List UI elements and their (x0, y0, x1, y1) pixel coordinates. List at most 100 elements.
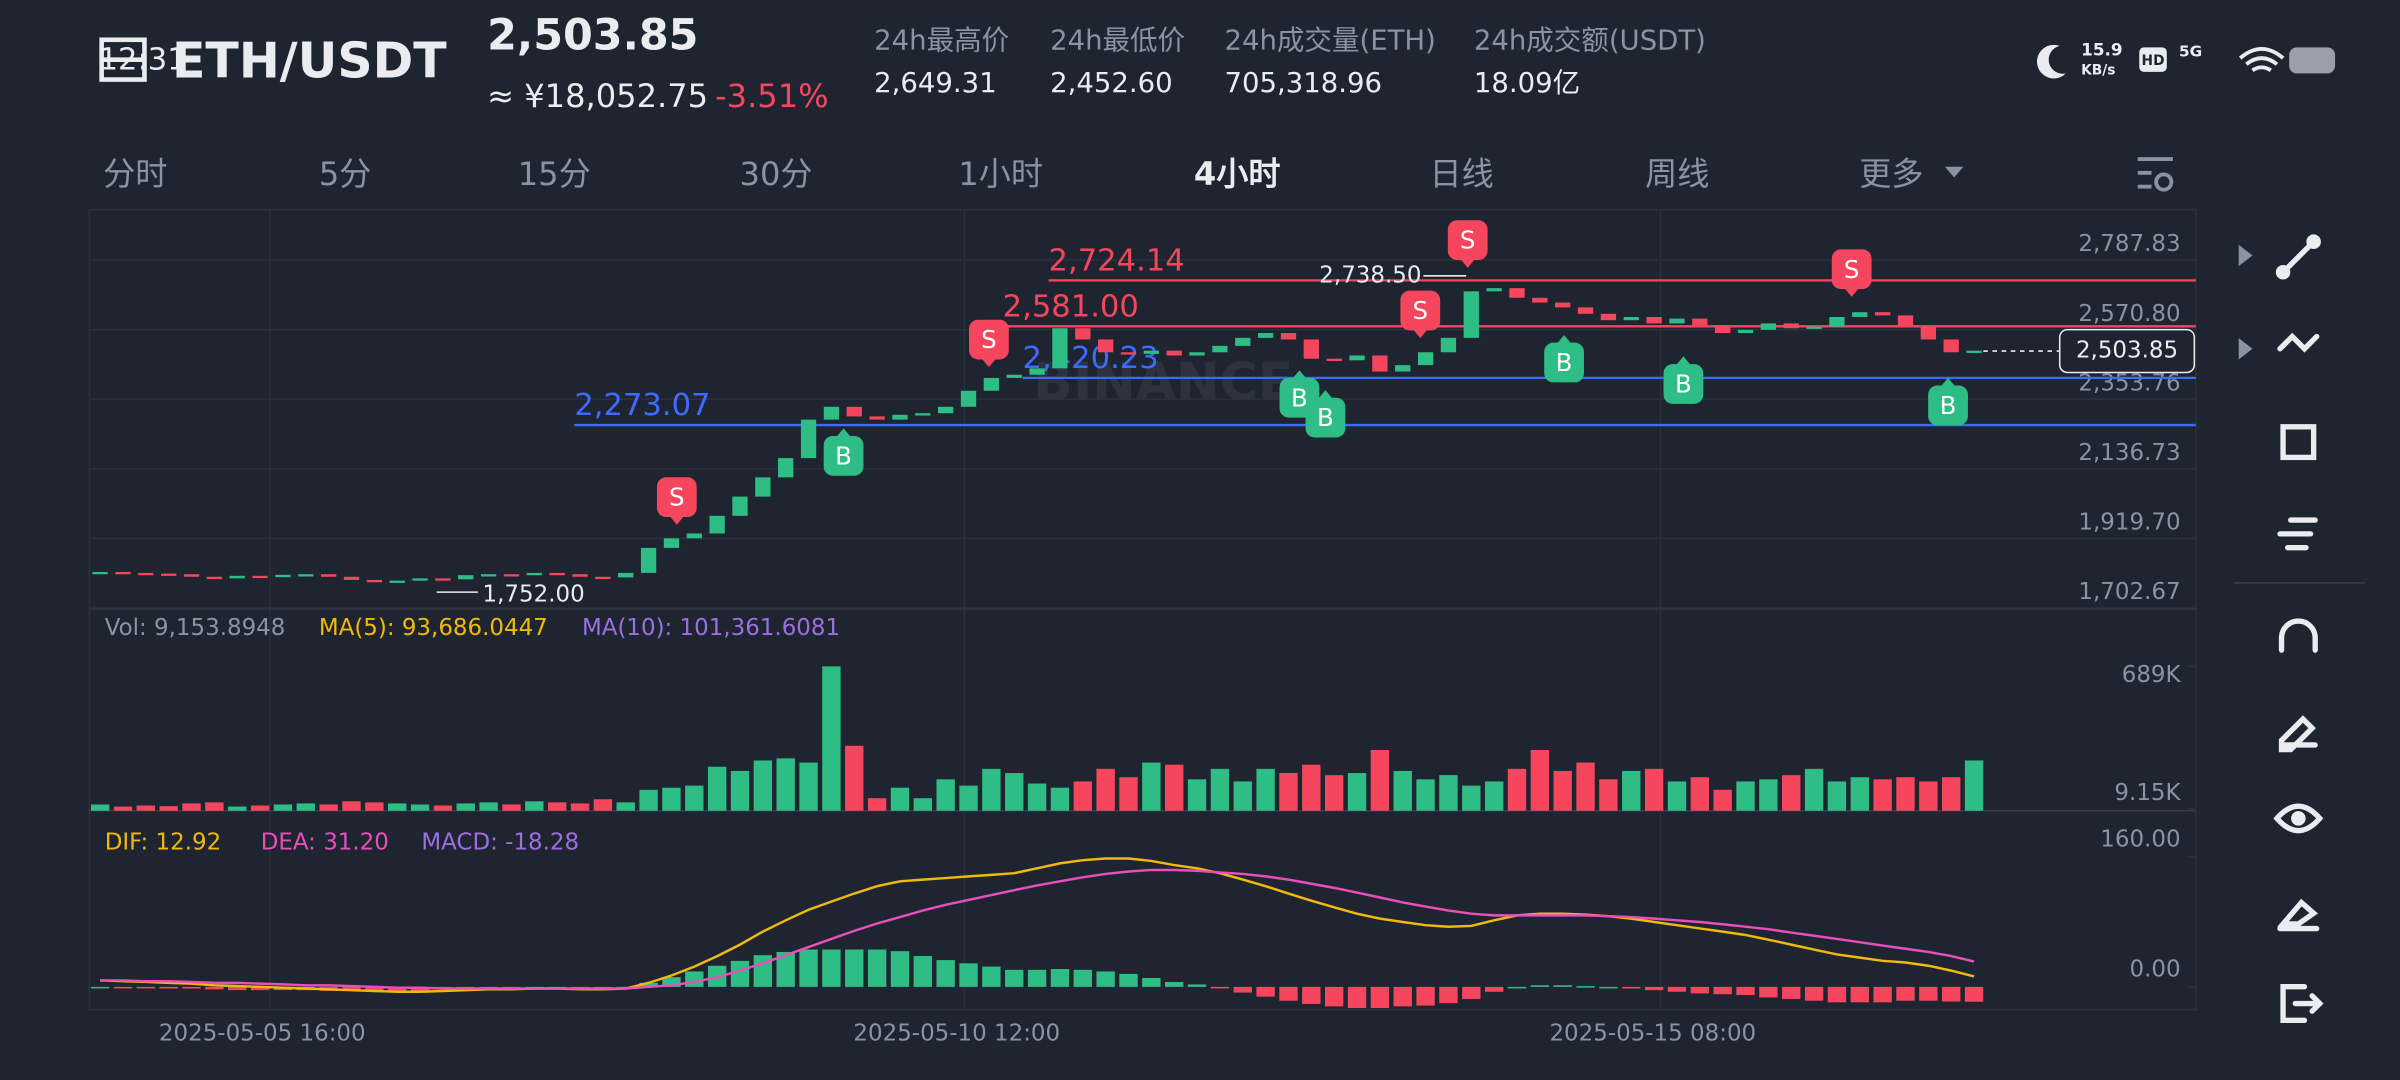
timeframe-tab[interactable]: 5分 (319, 155, 372, 193)
macd-tick-label: 160.00 (2100, 827, 2180, 853)
candle (1874, 312, 1891, 316)
visibility-tool[interactable] (2273, 803, 2324, 834)
macd-bar (822, 949, 841, 987)
volume-bar (822, 666, 841, 811)
magnet-tool[interactable] (2278, 618, 2318, 653)
macd-bar (867, 949, 887, 987)
volume-bar (388, 803, 407, 811)
signal-text: B (1675, 369, 1692, 398)
candle (1143, 350, 1159, 354)
x-tick-label: 2025-05-05 16:00 (159, 1021, 366, 1047)
candle (1097, 339, 1114, 353)
macd-bar (1782, 986, 1801, 1000)
candle (1417, 352, 1434, 366)
toolbar (2233, 234, 2365, 1024)
pair[interactable]: ETH/USDT (172, 33, 447, 90)
volume-bar (456, 803, 475, 811)
expand-arrow[interactable] (2238, 338, 2253, 360)
candle (1372, 355, 1388, 372)
expand-arrow[interactable] (2238, 244, 2253, 267)
candle (183, 574, 200, 577)
timeframe-tab[interactable]: 1小时 (958, 155, 1043, 193)
volume-bar (1530, 749, 1550, 811)
macd-bar (845, 949, 864, 987)
signal-text: B (1317, 403, 1334, 432)
net-type: 5G (2179, 43, 2202, 61)
macd-bar (1210, 986, 1230, 989)
volume-bar (707, 766, 727, 811)
volume-bar (1210, 768, 1230, 811)
volume-bar (342, 801, 361, 811)
macd-info: DEA: 31.20 (261, 829, 389, 855)
candle (595, 576, 611, 580)
signal-pointer (1291, 370, 1308, 380)
macd-bar (1553, 985, 1572, 987)
trend-line-tool[interactable] (2275, 234, 2321, 280)
timeframe-tab[interactable]: 分时 (103, 155, 167, 193)
timeframe-tab[interactable]: 日线 (1429, 155, 1493, 193)
shape-tool[interactable] (2280, 424, 2317, 461)
eraser-tool[interactable] (2277, 898, 2320, 932)
volume-bar (1119, 777, 1138, 811)
macd-bar (136, 986, 155, 989)
macd-bar (1827, 986, 1847, 1003)
macd-bar (1370, 986, 1390, 1009)
candle (1463, 291, 1479, 338)
volume-bar (1439, 775, 1458, 811)
candle (252, 575, 268, 579)
candle (1555, 302, 1571, 308)
timeframe-tab[interactable]: 4小时 (1194, 155, 1281, 193)
status-time: 12:31 (99, 43, 187, 78)
macd-info: DIF: 12.92 (105, 829, 222, 855)
net-speed-unit: KB/s (2081, 62, 2115, 78)
signal-pointer (1940, 377, 1956, 388)
settings-icon[interactable] (2137, 157, 2174, 192)
candle (732, 496, 748, 516)
pen-tool[interactable] (2278, 715, 2318, 753)
fib-tool[interactable] (2277, 517, 2318, 551)
multi-line-tool[interactable] (2277, 332, 2320, 353)
candle (1212, 345, 1228, 353)
net-speed: 15.9 (2081, 39, 2122, 59)
candle (1737, 329, 1754, 334)
macd-bar (205, 986, 224, 990)
volume-bar (1759, 779, 1778, 811)
volume-bar (1462, 785, 1481, 811)
volume-bar (1370, 749, 1390, 811)
signal-badge (969, 319, 1009, 360)
candle (1669, 318, 1685, 324)
volume-bar (1096, 768, 1115, 811)
volume-bar (1599, 779, 1618, 811)
current-price-box (2058, 328, 2196, 374)
high-label: 2,738.50 (1319, 262, 1421, 288)
stat-label: 24h成交量(ETH) (1224, 24, 1435, 56)
timeframe-tab[interactable]: 更多 (1859, 155, 1923, 193)
volume-bar (1416, 779, 1435, 811)
volume-bar (662, 787, 681, 811)
more-arrow[interactable] (1944, 166, 1964, 178)
exit-tool[interactable] (2280, 984, 2324, 1024)
candle (549, 572, 565, 576)
macd-bar (1096, 971, 1115, 987)
volume-bar (1347, 773, 1367, 811)
volume-bar (1644, 768, 1664, 811)
candle (206, 576, 223, 580)
volume-bar (547, 802, 567, 811)
macd-bar (662, 977, 681, 987)
timeframe-tab[interactable]: 30分 (740, 155, 813, 193)
candle (1120, 352, 1137, 355)
candle (1486, 288, 1502, 292)
timeframe-tab[interactable]: 周线 (1645, 155, 1709, 193)
candle (229, 575, 245, 579)
signal-text: S (1460, 226, 1476, 255)
volume-bar (1736, 781, 1755, 811)
current-price-label: 2,503.85 (2076, 338, 2178, 364)
candle (115, 571, 131, 575)
candle (823, 406, 840, 420)
candle (458, 575, 474, 580)
volume-bar (1713, 789, 1732, 811)
signal-pointer (669, 515, 685, 525)
timeframe-tab[interactable]: 15分 (518, 155, 591, 193)
volume-bar (1187, 779, 1207, 811)
